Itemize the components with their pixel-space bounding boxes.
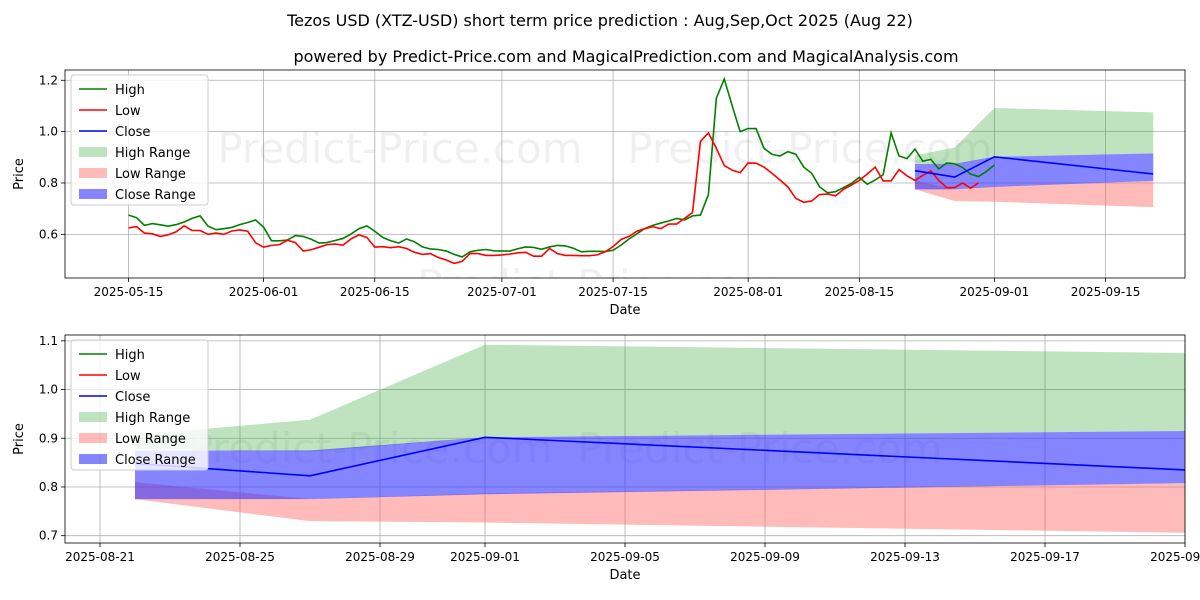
- plot-area: [134, 344, 1185, 533]
- legend-low-label: Low: [115, 369, 141, 384]
- x-tick-label: 2025-09-01: [959, 285, 1029, 299]
- legend-high-range-swatch: [79, 412, 107, 422]
- axes-frame: [64, 334, 1186, 544]
- x-tick-label: 2025-09-13: [870, 550, 940, 564]
- legend-high-range-label: High Range: [115, 411, 190, 426]
- high-series-line: [128, 76, 995, 258]
- legend-close-range-swatch: [79, 454, 107, 464]
- y-tick-label: 0.9: [39, 431, 58, 445]
- x-tick-label: 2025-09-01: [450, 550, 520, 564]
- watermark-text: Predict-Price.com: [217, 124, 582, 173]
- x-axis-label: Date: [609, 568, 640, 583]
- bottom-forecast-panel: 2025-08-21 2025-08-25 2025-08-29 2025-09-01…: [12, 334, 1200, 583]
- legend-close-range-label: Close Range: [115, 188, 196, 203]
- legend-low-label: Low: [115, 104, 141, 119]
- close-series-line: [914, 155, 1154, 178]
- legend: High Low Close High Range Low Range Close Ran…: [70, 339, 209, 471]
- grid: [65, 70, 1185, 278]
- x-tick-label: 2025-09-15: [1071, 285, 1141, 299]
- chart-subtitle: powered by Predict-Price.com and Magical…: [293, 47, 958, 66]
- x-tick-label: 2025-09-09: [730, 550, 800, 564]
- x-tick-label: 2025-08-15: [824, 285, 894, 299]
- y-tick-label: 0.8: [39, 176, 58, 190]
- legend-box: [70, 339, 209, 471]
- x-axis-label: Date: [609, 303, 640, 318]
- y-tick-label: 1.1: [39, 334, 58, 348]
- close-range-band: [914, 153, 1154, 190]
- high-range-band: [135, 344, 1185, 452]
- y-tick-label: 0.6: [39, 227, 58, 241]
- chart-title: Tezos USD (XTZ-USD) short term price pre…: [286, 11, 913, 30]
- x-tick-label: 2025-09-17: [1010, 550, 1080, 564]
- high-range-band: [914, 108, 1154, 165]
- watermark-text: Predict-Price.com: [417, 261, 782, 310]
- legend-close-range-label: Close Range: [115, 453, 196, 468]
- watermark-group: Predict-Price.com Predict-Price.comPredic…: [217, 124, 992, 310]
- legend-high-range-label: High Range: [115, 146, 190, 161]
- legend-low-range-label: Low Range: [115, 432, 186, 447]
- top-price-panel: 2025-05-15 2025-06-01 2025-06-15 2025-07-01…: [12, 69, 1186, 318]
- x-tick-label: 2025-06-15: [340, 285, 410, 299]
- legend-close-label: Close: [115, 125, 150, 140]
- legend: High Low Close High Range Low Range Close Ran…: [70, 74, 209, 206]
- x-tick-label: 2025-08-25: [205, 550, 275, 564]
- low-range-band: [135, 482, 1185, 533]
- low-series-line: [128, 131, 979, 265]
- legend-high-range-swatch: [79, 147, 107, 157]
- x-tick-label: 2025-09-21: [1150, 550, 1200, 564]
- close-series-line: [134, 436, 1185, 477]
- legend-low-range-swatch: [79, 433, 107, 443]
- legend-low-range-swatch: [79, 168, 107, 178]
- x-tick-label: 2025-08-01: [713, 285, 783, 299]
- y-tick-label: 1.0: [39, 383, 58, 397]
- y-tick-label: 0.8: [39, 480, 58, 494]
- close-range-band: [135, 430, 1185, 500]
- x-tick-label: 2025-05-15: [94, 285, 164, 299]
- low-range-band: [914, 180, 1154, 208]
- axes-frame: [64, 69, 1186, 279]
- y-tick-label: 1.2: [39, 73, 58, 87]
- plot-area: [128, 76, 1154, 265]
- x-tick-label: 2025-07-01: [467, 285, 537, 299]
- x-tick-label: 2025-07-15: [578, 285, 648, 299]
- legend-close-range-swatch: [79, 189, 107, 199]
- x-tick-label: 2025-06-01: [229, 285, 299, 299]
- x-tick-label: 2025-09-05: [590, 550, 660, 564]
- y-axis-label: Price: [12, 423, 27, 455]
- legend-box: [70, 74, 209, 206]
- legend-high-label: High: [115, 348, 145, 363]
- x-tick-label: 2025-08-29: [345, 550, 415, 564]
- y-tick-label: 1.0: [39, 125, 58, 139]
- y-tick-label: 0.7: [39, 529, 58, 543]
- legend-close-label: Close: [115, 390, 150, 405]
- legend-low-range-label: Low Range: [115, 167, 186, 182]
- x-tick-label: 2025-08-21: [65, 550, 135, 564]
- legend-high-label: High: [115, 83, 145, 98]
- y-axis-label: Price: [12, 158, 27, 190]
